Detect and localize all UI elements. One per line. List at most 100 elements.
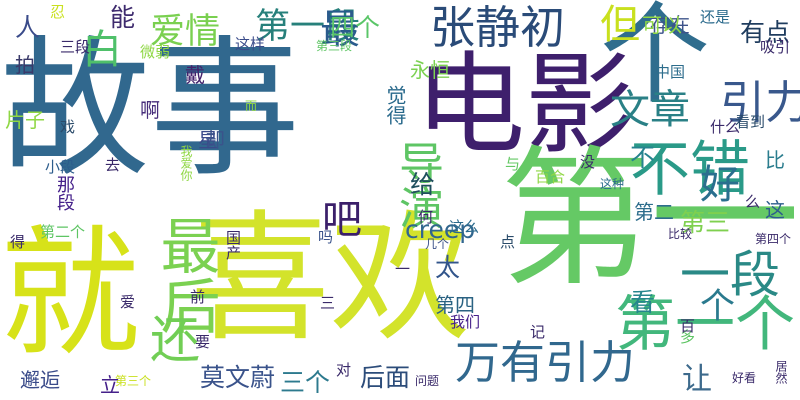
word-87: 记 xyxy=(530,323,546,341)
word-4: 第一 xyxy=(500,133,800,307)
word-68: 去 xyxy=(105,156,121,174)
word-74: 这种 xyxy=(600,177,625,191)
word-23: 看 xyxy=(630,288,656,317)
word-2: 电影 xyxy=(415,41,635,169)
word-53: 还是 xyxy=(700,8,731,26)
word-56: 这样 xyxy=(235,35,266,53)
word-46: 片子 xyxy=(5,108,45,132)
word-19: 好 xyxy=(700,162,740,208)
word-26: 三个 xyxy=(280,368,331,397)
word-86: 我们 xyxy=(450,313,481,331)
word-33: 太 xyxy=(435,253,461,282)
word-11: 文章 xyxy=(610,87,690,133)
word-15: 最后 xyxy=(150,215,220,335)
word-72: 没 xyxy=(580,153,596,171)
word-45: 立 xyxy=(100,373,120,397)
word-31: creep xyxy=(405,215,476,244)
word-71: 百合 xyxy=(535,168,566,186)
word-59: 微弱 xyxy=(140,43,171,61)
word-94: 第三个 xyxy=(115,374,152,388)
word-38: 人 xyxy=(15,13,41,42)
word-58: 三段 xyxy=(60,38,91,56)
word-24: 第三 xyxy=(680,208,731,237)
word-16: 还 xyxy=(150,311,200,369)
word-70: 与 xyxy=(505,155,521,173)
word-48: 比 xyxy=(765,148,785,172)
word-52: 可以 xyxy=(642,13,682,37)
word-97: 么 xyxy=(745,193,761,211)
word-49: 这 xyxy=(765,198,785,222)
word-30: 四个 xyxy=(330,13,381,42)
word-25: 吧 xyxy=(322,197,362,243)
word-73: 这么 xyxy=(449,218,480,236)
word-65: 我爱你 xyxy=(179,145,193,181)
word-17: 导演 xyxy=(391,140,444,230)
word-3: 喜欢 xyxy=(190,198,471,361)
word-84: 爱 xyxy=(120,293,136,311)
word-62: 什么 xyxy=(710,118,741,136)
word-79: 几个 xyxy=(425,237,450,251)
word-82: 第四个 xyxy=(755,232,792,246)
word-43: 永恒 xyxy=(410,58,450,82)
word-75: 第二个 xyxy=(40,223,86,241)
word-80: 点 xyxy=(500,233,516,251)
word-55: 第三段 xyxy=(316,39,353,53)
word-27: 后面 xyxy=(360,363,411,392)
word-64: 却 xyxy=(205,128,225,152)
word-5: 就 xyxy=(0,213,141,376)
word-28: 但 xyxy=(600,2,640,48)
word-61: 看到 xyxy=(735,113,766,131)
word-95: 好看 xyxy=(732,371,757,385)
word-29: 有点 xyxy=(740,18,791,47)
word-92: 对 xyxy=(336,361,352,379)
word-10: 引力 xyxy=(720,76,800,129)
word-77: 吗 xyxy=(318,228,334,246)
word-76: 国产 xyxy=(224,230,242,260)
word-54: 吸引 xyxy=(760,38,791,56)
word-67: 那段 xyxy=(54,175,75,211)
word-21: 最 xyxy=(320,7,360,53)
word-18: 一段 xyxy=(680,246,780,304)
word-90: 要 xyxy=(195,333,211,351)
word-96: 居然 xyxy=(774,360,788,384)
word-88: 多 xyxy=(680,328,696,346)
word-60: 中国 xyxy=(655,63,686,81)
word-40: 戴 xyxy=(185,63,205,87)
word-81: 比较 xyxy=(668,227,693,241)
word-93: 问题 xyxy=(415,374,440,388)
word-35: 个 xyxy=(700,287,736,327)
word-42: 星 xyxy=(198,128,218,152)
word-91: 三 xyxy=(320,294,336,312)
word-34: 第四 xyxy=(435,293,475,317)
word-69: 戏 xyxy=(60,118,76,136)
word-85: 前 xyxy=(190,288,206,306)
word-7: 张静初 xyxy=(430,1,566,54)
word-36: 让 xyxy=(682,362,712,397)
word-6: 个 xyxy=(600,0,710,119)
word-22: 莫文蔚 xyxy=(200,363,276,392)
word-99: 一 xyxy=(395,260,411,278)
word-63: 觉得 xyxy=(383,85,407,125)
word-66: 小段 xyxy=(45,158,76,176)
word-1: 故事 xyxy=(0,23,301,197)
word-14: 第一段 xyxy=(255,7,361,47)
word-20: 白 xyxy=(82,27,122,73)
word-39: 拍 xyxy=(15,53,35,77)
word-37: 能 xyxy=(110,3,136,32)
word-89: 百 xyxy=(680,317,696,335)
word-50: 第二 xyxy=(634,200,674,224)
word-83: 得 xyxy=(10,233,26,251)
word-44: 邂逅 xyxy=(20,368,60,392)
word-51: 存在 xyxy=(650,13,690,37)
word-57: 忍 xyxy=(50,3,66,21)
word-98: 而 xyxy=(245,99,258,113)
word-47: 不 xyxy=(630,143,656,172)
word-12: 万有引力 xyxy=(455,336,636,389)
word-8: 不错 xyxy=(630,135,750,205)
word-41: 啊 xyxy=(140,98,160,122)
word-32: 给 xyxy=(410,170,436,199)
word-13: 爱情 xyxy=(150,12,221,52)
word-78: 何 xyxy=(418,208,434,226)
word-9: 第一个 xyxy=(615,290,795,360)
